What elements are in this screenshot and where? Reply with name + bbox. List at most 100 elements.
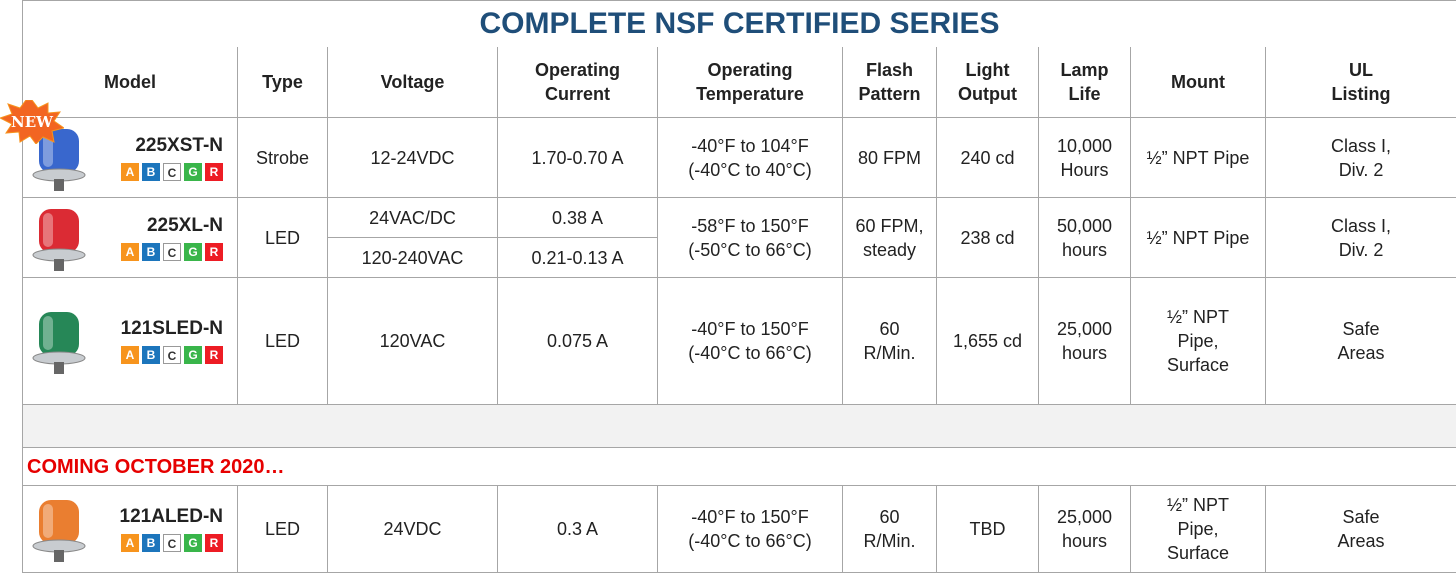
- rating-badge: B: [142, 163, 160, 181]
- rating-badge: B: [142, 243, 160, 261]
- cell-line: 12-24VDC: [330, 146, 495, 170]
- rating-badge: G: [184, 346, 202, 364]
- voltage-cell: 24VAC/DC: [328, 198, 498, 238]
- section-row: COMING OCTOBER 2020…: [23, 448, 1456, 486]
- cell-line: 0.075 A: [500, 329, 655, 353]
- rating-badge: A: [121, 243, 139, 261]
- cell-line: Strobe: [240, 146, 325, 170]
- cell-line: Mount: [1133, 70, 1263, 94]
- rating-badge: C: [163, 346, 181, 364]
- flash-cell: 60 FPM,steady: [843, 198, 937, 278]
- cell-line: 1.70-0.70 A: [500, 146, 655, 170]
- cell-line: Safe: [1268, 317, 1454, 341]
- temperature-cell: -40°F to 104°F(-40°C to 40°C): [658, 118, 843, 198]
- cell-line: Pattern: [845, 82, 934, 106]
- table-title: COMPLETE NSF CERTIFIED SERIES: [23, 1, 1456, 48]
- cell-line: steady: [845, 238, 934, 262]
- cell-line: Operating: [660, 58, 840, 82]
- current-cell: 0.21-0.13 A: [498, 238, 658, 278]
- cell-line: Hours: [1041, 158, 1128, 182]
- spacer-cell: [23, 405, 1456, 448]
- cell-line: (-40°C to 40°C): [660, 158, 840, 182]
- cell-line: LED: [240, 517, 325, 541]
- cell-line: 240 cd: [939, 146, 1036, 170]
- flash-cell: 80 FPM: [843, 118, 937, 198]
- temperature-cell: -40°F to 150°F(-40°C to 66°C): [658, 278, 843, 405]
- mount-cell: ½” NPTPipe,Surface: [1131, 486, 1266, 573]
- rating-badge: C: [163, 163, 181, 181]
- type-cell: LED: [238, 198, 328, 278]
- cell-line: Output: [939, 82, 1036, 106]
- light-cell: TBD: [937, 486, 1039, 573]
- cell-line: hours: [1041, 529, 1128, 553]
- cell-line: Areas: [1268, 341, 1454, 365]
- voltage-cell: 120VAC: [328, 278, 498, 405]
- life-cell: 50,000hours: [1039, 198, 1131, 278]
- cell-line: Surface: [1133, 353, 1263, 377]
- cell-line: 24VDC: [330, 517, 495, 541]
- cell-line: LED: [240, 329, 325, 353]
- cell-line: Operating: [500, 58, 655, 82]
- cell-line: 1,655 cd: [939, 329, 1036, 353]
- cell-line: Pipe,: [1133, 517, 1263, 541]
- cell-line: ½” NPT Pipe: [1133, 146, 1263, 170]
- rating-badges: ABCGR: [121, 243, 223, 261]
- cell-line: (-50°C to 66°C): [660, 238, 840, 262]
- cell-line: R/Min.: [845, 529, 934, 553]
- product-image: [29, 306, 89, 376]
- cell-line: 25,000: [1041, 317, 1128, 341]
- cell-line: Class I,: [1268, 134, 1454, 158]
- cell-line: hours: [1041, 238, 1128, 262]
- cell-line: 50,000: [1041, 214, 1128, 238]
- rating-badge: A: [121, 534, 139, 552]
- cell-line: Model: [25, 70, 235, 94]
- column-header: Mount: [1131, 47, 1266, 118]
- rating-badge: B: [142, 346, 160, 364]
- mount-cell: ½” NPT Pipe: [1131, 198, 1266, 278]
- cell-line: (-40°C to 66°C): [660, 341, 840, 365]
- cell-line: 25,000: [1041, 505, 1128, 529]
- new-badge: NEW: [0, 100, 64, 144]
- cell-line: 60 FPM,: [845, 214, 934, 238]
- rating-badge: A: [121, 346, 139, 364]
- cell-line: Lamp: [1041, 58, 1128, 82]
- column-header: Voltage: [328, 47, 498, 118]
- type-cell: LED: [238, 486, 328, 573]
- temperature-cell: -40°F to 150°F(-40°C to 66°C): [658, 486, 843, 573]
- cell-line: 80 FPM: [845, 146, 934, 170]
- cell-line: Surface: [1133, 541, 1263, 565]
- cell-line: Pipe,: [1133, 329, 1263, 353]
- title-row: COMPLETE NSF CERTIFIED SERIES: [23, 1, 1456, 48]
- voltage-cell: 24VDC: [328, 486, 498, 573]
- cell-line: Listing: [1268, 82, 1454, 106]
- coming-label: COMING OCTOBER 2020…: [23, 448, 1456, 486]
- type-cell: LED: [238, 278, 328, 405]
- ul-cell: Class I,Div. 2: [1266, 118, 1456, 198]
- cell-line: Flash: [845, 58, 934, 82]
- cell-line: Class I,: [1268, 214, 1454, 238]
- cell-line: -40°F to 104°F: [660, 134, 840, 158]
- cell-line: 10,000: [1041, 134, 1128, 158]
- product-image: [29, 203, 89, 273]
- spacer-row: [23, 405, 1456, 448]
- light-cell: 240 cd: [937, 118, 1039, 198]
- cell-line: 60: [845, 505, 934, 529]
- rating-badge: C: [163, 534, 181, 552]
- rating-badge: G: [184, 534, 202, 552]
- rating-badge: R: [205, 243, 223, 261]
- cell-line: 238 cd: [939, 226, 1036, 250]
- ul-cell: SafeAreas: [1266, 486, 1456, 573]
